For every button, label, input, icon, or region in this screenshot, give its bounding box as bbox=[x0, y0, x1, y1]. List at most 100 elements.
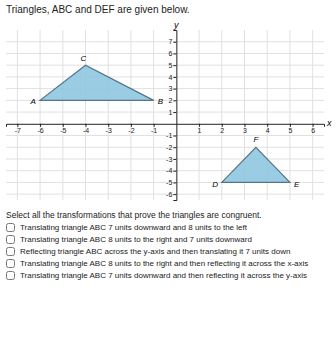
tick: -5 bbox=[60, 124, 66, 134]
tick: -6 bbox=[37, 124, 43, 134]
choice-text: Translating triangle ABC 8 units to the … bbox=[20, 235, 252, 245]
choices: Translating triangle ABC 7 units downwar… bbox=[0, 222, 336, 282]
tick-mark bbox=[173, 42, 176, 43]
tick-label: 1 bbox=[198, 127, 202, 134]
tick: -5 bbox=[166, 179, 176, 186]
tick: 3 bbox=[168, 85, 176, 92]
choice[interactable]: Translating triangle ABC 7 units downwar… bbox=[0, 222, 336, 234]
grid-line bbox=[153, 30, 154, 200]
tick: 5 bbox=[288, 124, 292, 134]
tick-label: 3 bbox=[243, 127, 247, 134]
tick-label: -4 bbox=[83, 127, 89, 134]
grid-line bbox=[108, 30, 109, 200]
choice[interactable]: Translating triangle ABC 8 units to the … bbox=[0, 258, 336, 270]
axis-line bbox=[7, 124, 325, 127]
checkbox[interactable] bbox=[6, 235, 15, 244]
grid-line bbox=[6, 65, 324, 66]
choice[interactable]: Translating triangle ABC 7 units downwar… bbox=[0, 270, 336, 282]
checkbox[interactable] bbox=[6, 259, 15, 268]
question: Select all the transformations that prov… bbox=[0, 208, 336, 222]
tick-mark bbox=[173, 147, 176, 148]
grid-line bbox=[312, 30, 313, 200]
tick-label: -1 bbox=[151, 127, 157, 134]
vertex-label: C bbox=[80, 54, 86, 63]
y-axis-label: y bbox=[173, 20, 179, 30]
choice[interactable]: Reflecting triangle ABC across the y-axi… bbox=[0, 246, 336, 258]
vertex-label: B bbox=[158, 97, 164, 106]
tick-label: -7 bbox=[15, 127, 21, 134]
vertex-label: D bbox=[212, 180, 218, 189]
tick: 5 bbox=[168, 62, 176, 69]
tick: -3 bbox=[166, 156, 176, 163]
grid-line bbox=[6, 88, 324, 89]
tick: 1 bbox=[168, 109, 176, 116]
tick-label: -4 bbox=[166, 167, 172, 174]
tick: 6 bbox=[168, 50, 176, 57]
tick: 2 bbox=[168, 97, 176, 104]
tick-label: -1 bbox=[166, 132, 172, 139]
grid-line bbox=[6, 41, 324, 42]
chart: ABCDEF-7-6-5-4-3-2-1123456-6-5-4-3-2-112… bbox=[0, 18, 336, 204]
tick: -1 bbox=[151, 124, 157, 134]
tick-label: -3 bbox=[166, 156, 172, 163]
tick-label: 7 bbox=[168, 38, 172, 45]
grid-line bbox=[6, 53, 324, 54]
triangle bbox=[222, 147, 290, 182]
checkbox[interactable] bbox=[6, 247, 15, 256]
grid-line bbox=[6, 194, 324, 195]
tick: 6 bbox=[311, 124, 315, 134]
vertex-label: F bbox=[253, 135, 259, 144]
axis-line bbox=[173, 31, 177, 201]
vertex-label: A bbox=[30, 97, 36, 106]
checkbox[interactable] bbox=[6, 271, 15, 280]
tick-label: -6 bbox=[37, 127, 43, 134]
tick-label: 6 bbox=[168, 50, 172, 57]
tick: -4 bbox=[166, 167, 176, 174]
tick: 7 bbox=[168, 38, 176, 45]
tick: -1 bbox=[166, 132, 176, 139]
grid-line bbox=[62, 30, 63, 200]
tick-mark bbox=[173, 77, 176, 78]
tick-label: 6 bbox=[311, 127, 315, 134]
title: Triangles, ABC and DEF are given below. bbox=[0, 0, 336, 18]
tick-label: -5 bbox=[60, 127, 66, 134]
tick: 1 bbox=[198, 124, 202, 134]
tick-label: 2 bbox=[220, 127, 224, 134]
checkbox[interactable] bbox=[6, 223, 15, 232]
tick-mark bbox=[173, 53, 176, 54]
tick: -6 bbox=[166, 191, 176, 198]
tick-mark bbox=[173, 159, 176, 160]
tick-mark bbox=[173, 100, 176, 101]
tick-mark bbox=[173, 171, 176, 172]
grid-line bbox=[199, 30, 200, 200]
tick-label: -2 bbox=[166, 144, 172, 151]
tick-label: 3 bbox=[168, 85, 172, 92]
tick: -2 bbox=[166, 144, 176, 151]
tick-label: 5 bbox=[288, 127, 292, 134]
tick: 2 bbox=[220, 124, 224, 134]
vertex-labels: A B C D E F bbox=[30, 54, 300, 189]
grid-line bbox=[6, 112, 324, 113]
tick-mark bbox=[173, 112, 176, 113]
tick-label: 1 bbox=[168, 109, 172, 116]
grid-line bbox=[289, 30, 290, 200]
tick-label: 2 bbox=[168, 97, 172, 104]
grid-line bbox=[6, 147, 324, 148]
tick: 4 bbox=[266, 124, 270, 134]
triangle bbox=[40, 65, 154, 100]
vertex-label: E bbox=[294, 180, 300, 189]
choice[interactable]: Translating triangle ABC 8 units to the … bbox=[0, 234, 336, 246]
y-axis: -6 -5 -4 -3 -2 -1 1 2 3 4 5 6 7 bbox=[166, 31, 177, 201]
tick-label: 4 bbox=[168, 74, 172, 81]
grid-line bbox=[6, 158, 324, 159]
tick: 4 bbox=[168, 74, 176, 81]
choice-text: Reflecting triangle ABC across the y-axi… bbox=[20, 247, 290, 257]
grid-line bbox=[6, 76, 324, 77]
grid bbox=[6, 30, 324, 200]
tick-mark bbox=[173, 182, 176, 183]
grid-line bbox=[40, 30, 41, 200]
tick: -7 bbox=[15, 124, 21, 134]
choice-text: Translating triangle ABC 8 units to the … bbox=[20, 259, 308, 269]
tick: -4 bbox=[83, 124, 89, 134]
tick-mark bbox=[173, 136, 176, 137]
